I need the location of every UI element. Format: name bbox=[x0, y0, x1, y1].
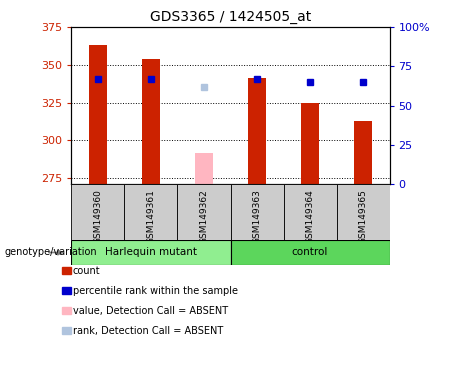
Bar bbox=[62, 307, 71, 314]
Bar bbox=[284, 184, 337, 240]
Bar bbox=[230, 240, 390, 265]
Bar bbox=[195, 152, 213, 184]
Bar bbox=[71, 184, 124, 240]
Text: genotype/variation: genotype/variation bbox=[5, 247, 97, 258]
Bar bbox=[124, 184, 177, 240]
Text: GSM149365: GSM149365 bbox=[359, 189, 367, 244]
Bar bbox=[71, 240, 230, 265]
Text: GSM149364: GSM149364 bbox=[306, 189, 314, 243]
Text: GSM149360: GSM149360 bbox=[94, 189, 102, 244]
Text: count: count bbox=[73, 266, 100, 276]
Bar bbox=[248, 78, 266, 184]
Text: control: control bbox=[292, 247, 328, 258]
Text: GSM149362: GSM149362 bbox=[200, 189, 208, 243]
Bar bbox=[142, 59, 160, 184]
Text: percentile rank within the sample: percentile rank within the sample bbox=[73, 286, 238, 296]
Title: GDS3365 / 1424505_at: GDS3365 / 1424505_at bbox=[150, 10, 311, 25]
Bar bbox=[62, 267, 71, 274]
Text: rank, Detection Call = ABSENT: rank, Detection Call = ABSENT bbox=[73, 326, 223, 336]
Text: GSM149363: GSM149363 bbox=[253, 189, 261, 244]
Text: GSM149361: GSM149361 bbox=[147, 189, 155, 244]
Bar bbox=[301, 103, 319, 184]
Bar bbox=[62, 287, 71, 294]
Text: value, Detection Call = ABSENT: value, Detection Call = ABSENT bbox=[73, 306, 228, 316]
Bar bbox=[337, 184, 390, 240]
Bar bbox=[177, 184, 230, 240]
Bar bbox=[230, 184, 284, 240]
Bar bbox=[354, 121, 372, 184]
Bar bbox=[89, 45, 107, 184]
Text: Harlequin mutant: Harlequin mutant bbox=[105, 247, 197, 258]
Bar bbox=[62, 327, 71, 334]
